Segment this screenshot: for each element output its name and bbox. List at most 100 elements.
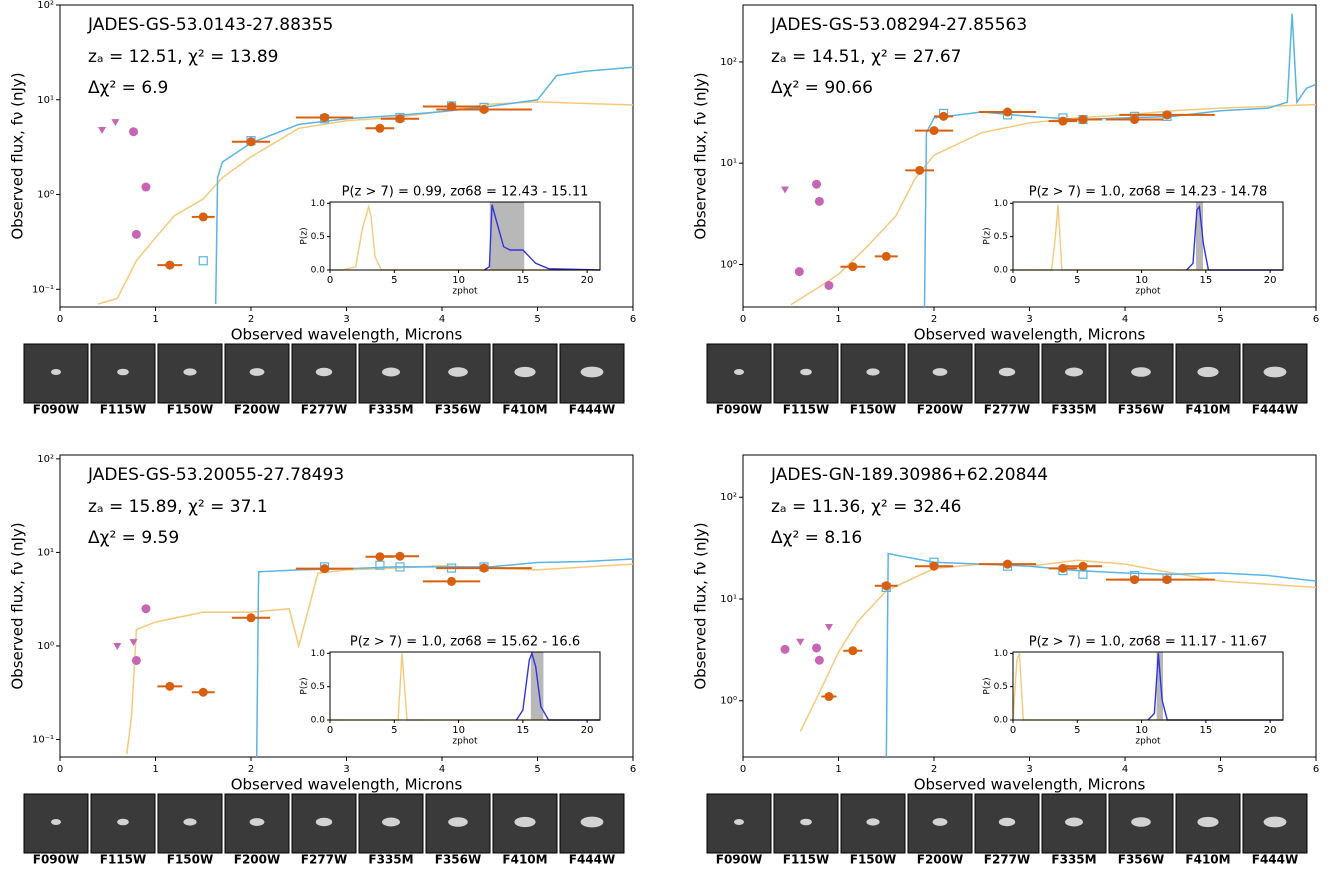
inset-x-tick-label: 5 <box>1074 275 1080 286</box>
filter-label: F200W <box>234 853 280 867</box>
cutout-source <box>382 367 400 377</box>
data-layer <box>97 66 633 305</box>
x-tick-label: 3 <box>343 314 349 325</box>
inset-y-label: P(z) <box>983 227 993 244</box>
cutout-source <box>51 819 61 825</box>
cutout-source <box>866 368 880 376</box>
photometry-point <box>848 262 858 272</box>
cutout-source <box>249 818 265 826</box>
x-tick-label: 0 <box>57 764 63 775</box>
annotation: zₐ = 15.89, χ² = 37.1 <box>88 497 268 517</box>
sed-panel: 0 1 2 3 4 5 6 10⁰ 10¹ 10² Observed wavelength, Mic… <box>692 454 1319 867</box>
cutout-source <box>117 368 129 376</box>
filter-label: F444W <box>569 403 615 417</box>
annotation: Δχ² = 6.9 <box>88 78 168 98</box>
z68-band <box>1156 652 1164 720</box>
photometry-point <box>780 644 790 654</box>
upper-limit <box>113 642 122 650</box>
inset-y-tick-label: 1.0 <box>994 649 1009 659</box>
filter-label: F444W <box>1252 853 1298 867</box>
inset-x-label: zphot <box>1135 737 1161 747</box>
cutout-source <box>514 816 536 828</box>
inset-y-label: P(z) <box>300 227 310 244</box>
filter-label: F277W <box>984 853 1030 867</box>
object-name: JADES-GN-189.30986+62.20844 <box>770 465 1048 485</box>
object-name: JADES-GS-53.20055-27.78493 <box>87 465 344 485</box>
z68-band <box>1195 202 1204 270</box>
cutout-source <box>315 367 333 377</box>
cutout-image <box>974 793 1040 854</box>
cutout-source <box>315 817 333 827</box>
x-tick-label: 4 <box>1122 314 1128 325</box>
photometry-point <box>929 126 939 136</box>
inset-frame <box>329 651 601 721</box>
cutout-source <box>800 368 812 376</box>
filter-label: F090W <box>716 853 762 867</box>
photometry-point <box>198 212 208 222</box>
x-tick-label: 6 <box>1313 764 1319 775</box>
inset-y-tick-label: 1.0 <box>311 649 326 659</box>
photometry-point <box>929 561 939 571</box>
inset-y-tick-label: 0.5 <box>311 232 325 242</box>
x-axis-label: Observed wavelength, Microns <box>914 776 1146 794</box>
annotation: Δχ² = 90.66 <box>771 78 873 98</box>
filter-label: F090W <box>716 403 762 417</box>
inset-frame <box>1012 651 1284 721</box>
filter-label: F335M <box>1051 853 1096 867</box>
inset-y-label: P(z) <box>983 677 993 694</box>
y-tick-label: 10¹ <box>37 95 54 106</box>
cutout-source <box>448 817 468 827</box>
inset-bg <box>1013 202 1283 270</box>
y-tick-label: 10⁰ <box>37 641 54 652</box>
cutout-source <box>1197 816 1219 828</box>
inset-y-label: P(z) <box>300 677 310 694</box>
filter-label: F150W <box>167 853 213 867</box>
y-tick-label: 10² <box>37 454 54 465</box>
inset-y-tick-label: 0.0 <box>994 716 1009 726</box>
x-tick-label: 2 <box>931 764 937 775</box>
inset-y-tick-label: 1.0 <box>311 199 326 209</box>
filter-label: F115W <box>783 853 829 867</box>
sed-panel: 0 1 2 3 4 5 6 10⁻¹ 10⁰ 10¹ 10² Observed wavelength,… <box>9 0 637 417</box>
y-axis-label: Observed flux, fν (nJy) <box>9 522 27 689</box>
photometry-point <box>320 564 330 574</box>
inset-title: P(z > 7) = 1.0, zσ68 = 11.17 - 11.67 <box>1029 635 1267 650</box>
x-tick-label: 0 <box>740 314 746 325</box>
x-tick-label: 0 <box>740 764 746 775</box>
upper-limit <box>824 624 833 632</box>
x-tick-label: 2 <box>931 314 937 325</box>
photometry-point <box>1130 115 1140 125</box>
inset-x-tick-label: 20 <box>581 725 594 736</box>
x-tick-label: 3 <box>343 764 349 775</box>
x-tick-label: 4 <box>439 764 445 775</box>
photometry-point <box>198 687 208 697</box>
annotation: zₐ = 11.36, χ² = 32.46 <box>771 497 961 517</box>
pz-curve <box>483 204 601 271</box>
inset-title: P(z > 7) = 1.0, zσ68 = 14.23 - 14.78 <box>1029 185 1267 200</box>
cutout-source <box>1131 367 1151 377</box>
cutout-source <box>1263 816 1287 828</box>
sed-panel: 0 1 2 3 4 5 6 10⁰ 10¹ 10² Observed wavelength, Mic… <box>692 4 1319 417</box>
inset-x-tick-label: 0 <box>1010 275 1016 286</box>
photometry-point <box>1078 561 1088 571</box>
photometry-point <box>246 137 256 147</box>
y-tick-label: 10¹ <box>720 158 737 169</box>
x-tick-label: 6 <box>630 314 636 325</box>
cutout-source <box>183 368 197 376</box>
photometry-point <box>881 581 891 591</box>
inset-x-tick-label: 5 <box>391 275 397 286</box>
cutout-source <box>932 818 948 826</box>
x-tick-label: 1 <box>152 764 158 775</box>
data-layer <box>113 551 633 757</box>
photometry-point <box>129 127 139 137</box>
inset-x-tick-label: 0 <box>327 725 333 736</box>
upper-limit <box>796 638 805 646</box>
x-tick-label: 3 <box>1026 764 1032 775</box>
sed-panel: 0 1 2 3 4 5 6 10⁻¹ 10⁰ 10¹ 10² Observed wavelength,… <box>9 454 637 867</box>
upper-limit <box>129 639 138 647</box>
photometry-point <box>375 123 385 133</box>
photometry-point <box>165 681 175 691</box>
filter-label: F444W <box>569 853 615 867</box>
y-tick-label: 10⁰ <box>720 259 737 270</box>
